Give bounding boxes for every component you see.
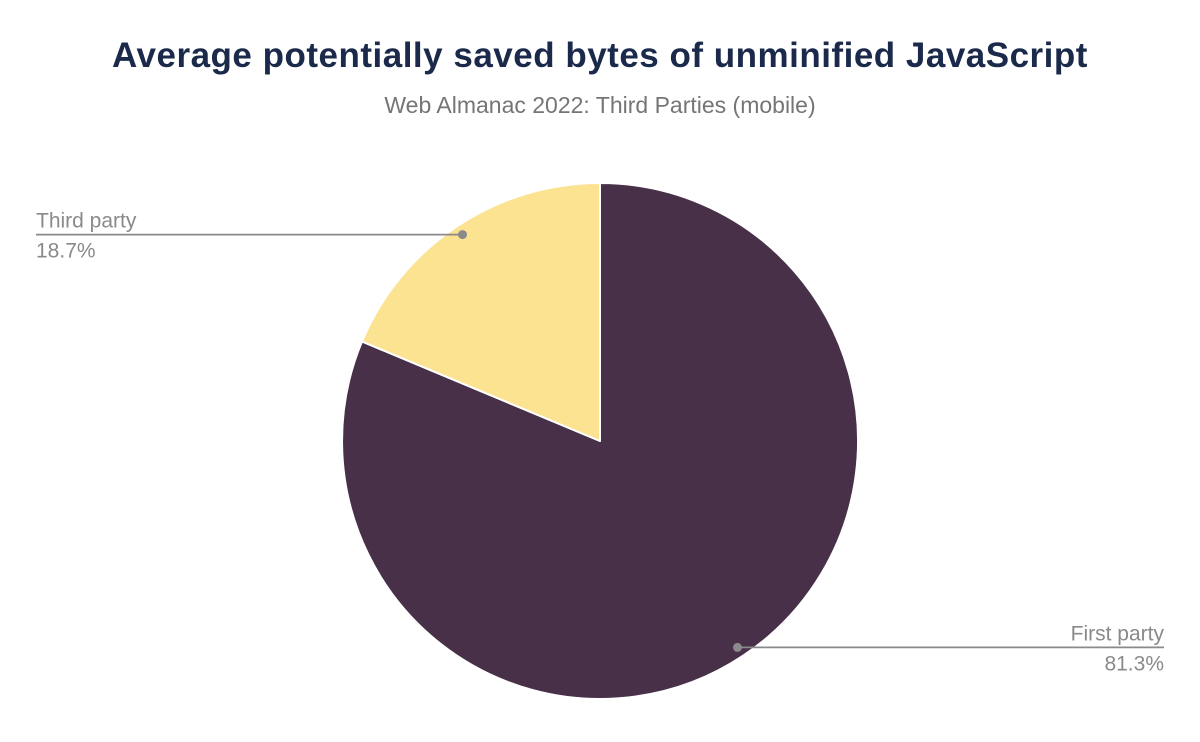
label-first-party: First party 81.3% (733, 622, 1164, 675)
leader-dot-third-party (458, 230, 467, 240)
slice-label-first-party: First party (1071, 622, 1165, 645)
slice-value-first-party: 81.3% (1104, 652, 1164, 675)
slice-label-third-party: Third party (36, 210, 137, 233)
slice-value-third-party: 18.7% (36, 240, 96, 263)
pie-slice-third-party[interactable] (361, 182, 601, 442)
leader-dot-first-party (733, 642, 742, 652)
chart-header: Average potentially saved bytes of unmin… (0, 0, 1200, 119)
chart-subtitle: Web Almanac 2022: Third Parties (mobile) (384, 91, 816, 118)
label-third-party: Third party 18.7% (36, 210, 467, 263)
chart-title: Average potentially saved bytes of unmin… (112, 36, 1088, 75)
